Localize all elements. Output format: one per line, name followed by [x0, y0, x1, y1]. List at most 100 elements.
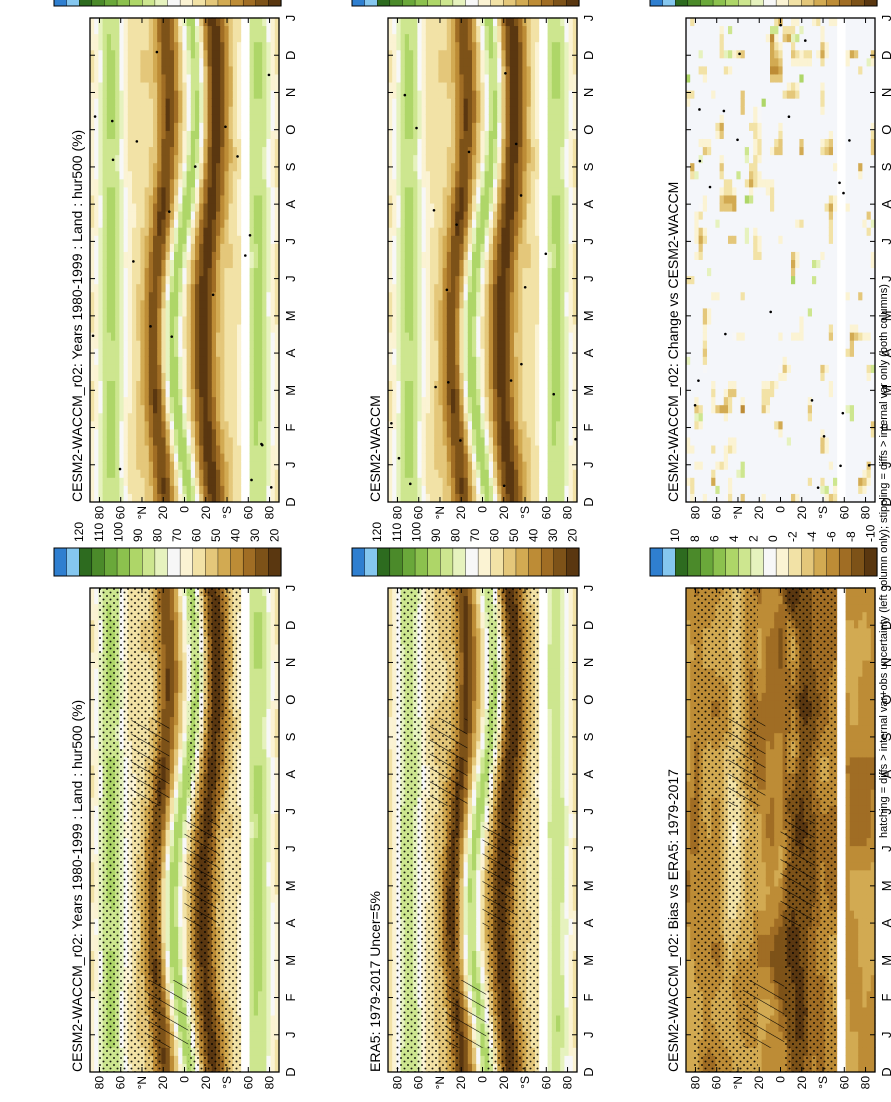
heatmap-cell — [169, 194, 175, 204]
heatmap-cell — [119, 194, 125, 204]
heatmap-cell — [157, 372, 162, 381]
heatmap-cell — [161, 684, 167, 693]
heatmap-cell — [165, 942, 171, 951]
heatmap-cell — [253, 708, 259, 718]
heatmap-cell — [195, 170, 200, 180]
heatmap-cell — [207, 114, 213, 123]
heatmap-cell — [237, 114, 242, 123]
heatmap-cell — [115, 323, 120, 333]
heatmap-cell — [94, 106, 99, 115]
heatmap-cell — [203, 49, 209, 59]
heatmap-cell — [174, 453, 179, 462]
heatmap-cell — [266, 716, 272, 726]
panel-top-left: CESM2-WACCM_r02: Years 1980-1999 : Land … — [53, 522, 298, 1089]
heatmap-cell — [232, 73, 238, 83]
heatmap-cell — [153, 251, 158, 260]
heatmap-cell — [190, 57, 196, 67]
heatmap-cell — [249, 659, 255, 669]
heatmap-cell — [115, 162, 120, 172]
heatmap-cell — [266, 974, 272, 984]
heatmap-cell — [106, 130, 112, 139]
heatmap-cell — [190, 114, 196, 123]
heatmap-cell — [140, 154, 146, 164]
heatmap-cell — [211, 356, 217, 365]
heatmap-cell — [178, 821, 183, 830]
heatmap-cell — [169, 372, 175, 381]
heatmap-cell — [182, 619, 188, 629]
heatmap-cell — [90, 1063, 95, 1072]
heatmap-cell — [241, 950, 246, 960]
heatmap-cell — [253, 845, 259, 855]
heatmap-cell — [228, 202, 234, 212]
heatmap-cell — [195, 49, 200, 59]
heatmap-cell — [161, 90, 167, 99]
heatmap-cell — [224, 178, 230, 188]
heatmap-cell — [153, 453, 158, 462]
heatmap-cell — [207, 25, 213, 35]
heatmap-cell — [237, 41, 242, 51]
heatmap-cell — [207, 41, 213, 51]
heatmap-cell — [140, 315, 146, 325]
heatmap-cell — [270, 821, 276, 830]
heatmap-cell — [245, 708, 251, 718]
heatmap-cell — [98, 372, 104, 381]
heatmap-cell — [228, 211, 234, 220]
heatmap-cell — [241, 380, 246, 390]
heatmap-cell — [245, 595, 251, 605]
heatmap-cell — [94, 372, 99, 381]
heatmap-cell — [123, 138, 129, 148]
heatmap-cell — [258, 958, 263, 968]
heatmap-cell — [207, 81, 213, 91]
heatmap-cell — [90, 724, 95, 734]
heatmap-cell — [111, 364, 116, 373]
heatmap-cell — [203, 485, 209, 494]
heatmap-cell — [211, 130, 217, 139]
heatmap-cell — [220, 283, 225, 293]
heatmap-cell — [165, 918, 171, 927]
heatmap-cell — [140, 65, 146, 75]
heatmap-cell — [144, 485, 150, 494]
heatmap-cell — [253, 1063, 259, 1072]
heatmap-cell — [165, 845, 171, 855]
heatmap-cell — [165, 692, 171, 701]
heatmap-cell — [195, 348, 200, 357]
heatmap-cell — [270, 918, 276, 927]
heatmap-cell — [262, 885, 268, 895]
heatmap-cell — [140, 291, 146, 301]
heatmap-cell — [207, 332, 213, 341]
heatmap-cell — [148, 332, 154, 341]
heatmap-cell — [237, 202, 242, 212]
heatmap-cell — [266, 797, 272, 806]
x-tick-label: J — [283, 585, 298, 592]
heatmap-cell — [144, 81, 150, 91]
heatmap-cell — [249, 789, 255, 798]
heatmap-cell — [165, 485, 171, 494]
heatmap-cell — [228, 323, 234, 333]
heatmap-cell — [207, 340, 213, 349]
heatmap-cell — [153, 493, 158, 502]
heatmap-cell — [165, 332, 171, 341]
heatmap-cell — [102, 49, 108, 59]
heatmap-cell — [127, 178, 133, 188]
heatmap-cell — [102, 90, 108, 99]
heatmap-cell — [148, 178, 154, 188]
heatmap-cell — [169, 837, 175, 847]
heatmap-cell — [182, 595, 188, 605]
heatmap-cell — [207, 122, 213, 131]
heatmap-cell — [190, 81, 196, 91]
heatmap-cell — [258, 684, 263, 693]
heatmap-cell — [199, 299, 204, 309]
heatmap-cell — [224, 404, 230, 414]
heatmap-cell — [182, 356, 188, 365]
heatmap-cell — [102, 323, 108, 333]
heatmap-cell — [195, 227, 200, 236]
heatmap-cell — [102, 186, 108, 196]
heatmap-cell — [220, 202, 225, 212]
heatmap-cell — [203, 477, 209, 486]
heatmap-cell — [207, 453, 213, 462]
heatmap-cell — [178, 219, 183, 228]
heatmap-cell — [94, 356, 99, 365]
heatmap-cell — [182, 170, 188, 180]
heatmap-cell — [241, 332, 246, 341]
heatmap-cell — [111, 33, 116, 43]
